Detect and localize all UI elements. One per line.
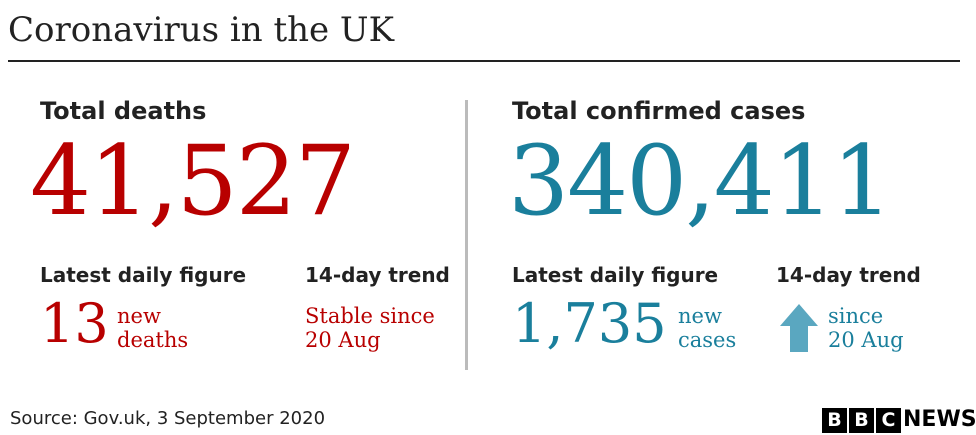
title: Coronavirus in the UK — [8, 10, 394, 50]
latest-value: 1,735 — [512, 292, 667, 355]
logo-news: NEWS — [903, 407, 976, 432]
latest-label: Latest daily figure — [40, 263, 247, 287]
trend-line: 20 Aug — [828, 328, 904, 352]
title-rule — [8, 60, 960, 62]
latest-label: Latest daily figure — [512, 263, 719, 287]
trend-text: Stable since 20 Aug — [305, 304, 435, 352]
trend-line: Stable since — [305, 304, 435, 328]
total-value: 340,411 — [508, 125, 893, 237]
logo-block: B — [822, 408, 847, 433]
trend-line: 20 Aug — [305, 328, 381, 352]
trend-label: 14-day trend — [305, 263, 450, 287]
trend-arrow-up — [780, 304, 818, 352]
latest-value: 13 — [40, 292, 109, 355]
unit-line: new — [117, 304, 161, 328]
unit-line: cases — [678, 328, 737, 352]
unit-line: deaths — [117, 328, 189, 352]
source: Source: Gov.uk, 3 September 2020 — [10, 408, 326, 429]
trend-text: since 20 Aug — [828, 304, 904, 352]
divider — [465, 100, 468, 370]
latest-unit: new cases — [678, 304, 736, 352]
unit-line: new — [678, 304, 722, 328]
logo-block: B — [849, 408, 874, 433]
logo-block: C — [876, 408, 901, 433]
total-value: 41,527 — [30, 125, 356, 237]
trend-label: 14-day trend — [776, 263, 921, 287]
latest-unit: new deaths — [117, 304, 188, 352]
panel-heading: Total deaths — [40, 97, 207, 125]
trend-line: since — [828, 304, 884, 328]
panel-heading: Total confirmed cases — [512, 97, 806, 125]
